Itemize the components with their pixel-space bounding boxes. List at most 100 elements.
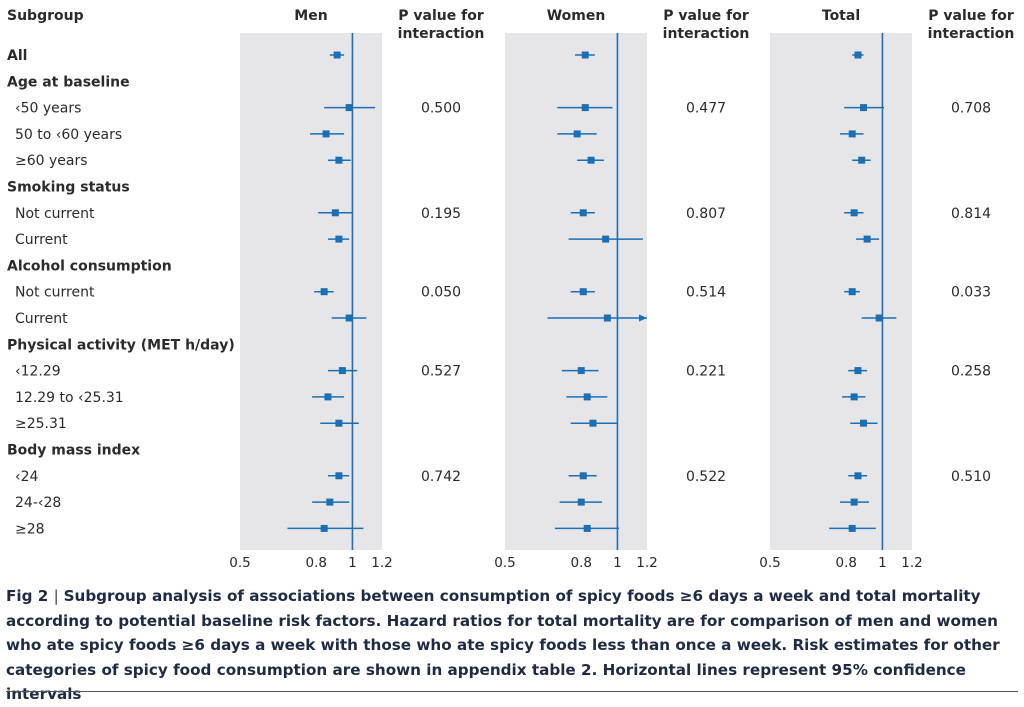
point-estimate (581, 51, 589, 59)
pvalue-header: interaction (663, 26, 750, 42)
point-estimate (320, 524, 328, 532)
point-estimate (602, 235, 610, 243)
point-estimate (335, 419, 343, 427)
point-estimate (583, 524, 591, 532)
point-estimate (848, 524, 856, 532)
subgroup-category-label: Body mass index (7, 443, 140, 459)
x-tick-label: 0.8 (570, 555, 591, 571)
point-estimate (848, 130, 856, 138)
pvalue: 0.807 (686, 206, 726, 222)
point-estimate (589, 419, 597, 427)
point-estimate (579, 209, 587, 217)
subgroup-item-label: ‹50 years (15, 101, 81, 117)
subgroup-item-label: ≥60 years (15, 153, 88, 169)
subgroup-item-label: ≥25.31 (15, 416, 67, 432)
point-estimate (326, 498, 334, 506)
subgroup-item-label: ‹12.29 (15, 364, 61, 380)
pvalue: 0.708 (951, 101, 991, 117)
point-estimate (858, 156, 866, 164)
subgroup-category-label: Physical activity (MET h/day) (7, 337, 235, 353)
pvalue: 0.814 (951, 206, 991, 222)
point-estimate (860, 419, 868, 427)
subgroup-category-label: Smoking status (7, 180, 130, 196)
caption-separator: | (53, 587, 64, 605)
caption-text: Subgroup analysis of associations betwee… (6, 587, 1000, 703)
x-tick-label: 1.2 (901, 555, 922, 571)
pvalue-header: interaction (398, 26, 485, 42)
point-estimate (581, 104, 589, 112)
point-estimate (875, 314, 883, 322)
point-estimate (333, 51, 341, 59)
point-estimate (338, 367, 346, 375)
panel-title: Total (822, 8, 860, 24)
subgroup-item-label: ≥28 (15, 521, 45, 537)
x-tick-label: 0.5 (229, 555, 250, 571)
point-estimate (854, 367, 862, 375)
pvalue: 0.221 (686, 364, 726, 380)
panel-background (770, 33, 912, 550)
point-estimate (331, 209, 339, 217)
subgroup-category-label: All (7, 48, 27, 64)
panel-title: Women (547, 8, 606, 24)
x-tick-label: 1 (613, 555, 622, 571)
subgroup-item-label: 50 to ‹60 years (15, 127, 122, 143)
pvalue-header: P value for (928, 8, 1014, 24)
figure-label: Fig 2 (6, 587, 49, 605)
figure-caption: Fig 2 | Subgroup analysis of association… (6, 584, 1016, 707)
point-estimate (345, 104, 353, 112)
caption-rule (6, 691, 1018, 692)
point-estimate (579, 288, 587, 296)
point-estimate (573, 130, 581, 138)
pvalue: 0.522 (686, 469, 726, 485)
pvalue: 0.527 (421, 364, 461, 380)
pvalue: 0.033 (951, 285, 991, 301)
pvalue: 0.514 (686, 285, 726, 301)
panel-background (240, 33, 382, 550)
pvalue-header: P value for (663, 8, 749, 24)
point-estimate (335, 235, 343, 243)
point-estimate (579, 472, 587, 480)
point-estimate (603, 314, 611, 322)
point-estimate (577, 367, 585, 375)
point-estimate (324, 393, 332, 401)
point-estimate (850, 209, 858, 217)
pvalue-header: P value for (398, 8, 484, 24)
point-estimate (577, 498, 585, 506)
point-estimate (322, 130, 330, 138)
subgroup-item-label: Current (15, 311, 68, 327)
point-estimate (587, 156, 595, 164)
point-estimate (850, 393, 858, 401)
point-estimate (335, 156, 343, 164)
subgroup-item-label: 12.29 to ‹25.31 (15, 390, 124, 406)
x-tick-label: 1 (878, 555, 887, 571)
subgroup-item-label: Not current (15, 206, 95, 222)
x-tick-label: 1.2 (636, 555, 657, 571)
point-estimate (854, 472, 862, 480)
pvalue: 0.050 (421, 285, 461, 301)
ci-arrow (639, 314, 647, 322)
subgroup-category-label: Alcohol consumption (7, 258, 172, 274)
subgroup-item-label: 24-‹28 (15, 495, 61, 511)
pvalue: 0.477 (686, 101, 726, 117)
point-estimate (860, 104, 868, 112)
point-estimate (863, 235, 871, 243)
x-tick-label: 0.5 (494, 555, 515, 571)
point-estimate (320, 288, 328, 296)
point-estimate (854, 51, 862, 59)
point-estimate (335, 472, 343, 480)
x-tick-label: 1 (348, 555, 357, 571)
point-estimate (850, 498, 858, 506)
subgroup-item-label: Current (15, 232, 68, 248)
x-tick-label: 1.2 (371, 555, 392, 571)
subgroup-category-label: Age at baseline (7, 74, 130, 90)
point-estimate (345, 314, 353, 322)
subgroup-item-label: Not current (15, 285, 95, 301)
pvalue: 0.510 (951, 469, 991, 485)
panel-title: Men (294, 8, 327, 24)
x-tick-label: 0.8 (835, 555, 856, 571)
pvalue: 0.258 (951, 364, 991, 380)
pvalue: 0.500 (421, 101, 461, 117)
point-estimate (848, 288, 856, 296)
subgroup-header: Subgroup (7, 8, 84, 24)
